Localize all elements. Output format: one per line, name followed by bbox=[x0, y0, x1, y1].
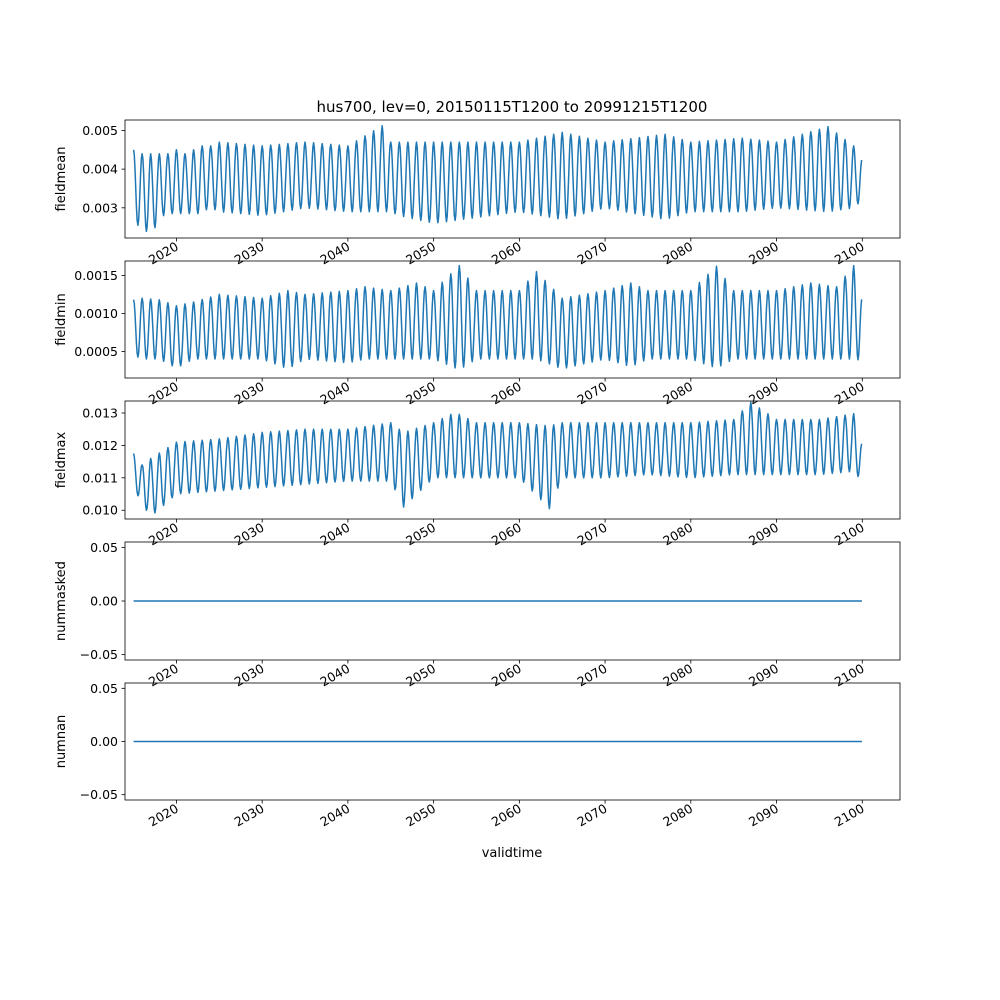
fieldmean-ytick-label: 0.005 bbox=[82, 123, 118, 138]
fieldmean-ytick-label: 0.003 bbox=[82, 200, 118, 215]
fieldmax-ytick-label: 0.013 bbox=[82, 405, 118, 420]
fieldmax-series-line bbox=[132, 401, 863, 514]
nummasked-ytick-label: −0.05 bbox=[80, 647, 118, 662]
fieldmin-series-line bbox=[132, 264, 863, 369]
nummasked-ytick-label: 0.05 bbox=[90, 540, 118, 555]
fieldmin-ytick-label: 0.0010 bbox=[74, 306, 118, 321]
fieldmax-axes-frame bbox=[124, 400, 901, 520]
fieldmin-ytick-label: 0.0005 bbox=[74, 344, 118, 359]
fieldmax-ytick-label: 0.010 bbox=[82, 503, 118, 518]
numnan-ytick-label: −0.05 bbox=[80, 787, 118, 802]
fieldmean-axes-frame bbox=[124, 119, 901, 239]
fieldmin-ylabel: fieldmin bbox=[54, 293, 69, 346]
fieldmin-ytick-label: 0.0015 bbox=[74, 268, 118, 283]
fieldmax-ytick-label: 0.011 bbox=[82, 470, 118, 485]
numnan-ytick-label: 0.00 bbox=[90, 734, 118, 749]
numnan-ylabel: numnan bbox=[54, 715, 69, 769]
nummasked-ytick-label: 0.00 bbox=[90, 594, 118, 609]
numnan-ytick-label: 0.05 bbox=[90, 681, 118, 696]
nummasked-ylabel: nummasked bbox=[54, 561, 69, 641]
fieldmean-series-line bbox=[132, 125, 863, 233]
x-axis-label: validtime bbox=[482, 846, 543, 861]
fieldmax-ylabel: fieldmax bbox=[54, 432, 69, 489]
fieldmin-axes-frame bbox=[124, 260, 901, 379]
fieldmean-ylabel: fieldmean bbox=[54, 147, 69, 212]
fieldmean-ytick-label: 0.004 bbox=[82, 162, 118, 177]
fieldmax-ytick-label: 0.012 bbox=[82, 438, 118, 453]
figure-title: hus700, lev=0, 20150115T1200 to 20991215… bbox=[317, 98, 708, 116]
